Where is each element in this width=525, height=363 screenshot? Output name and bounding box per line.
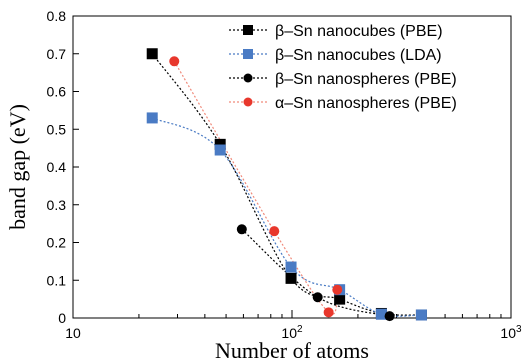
y-tick-label: 0: [58, 310, 66, 326]
x-tick-label: 103: [500, 324, 522, 341]
series-line: [151, 117, 422, 317]
data-point: [312, 292, 323, 303]
data-point: [146, 48, 158, 60]
data-point: [285, 272, 297, 284]
legend-marker: [243, 49, 253, 59]
legend-label: β–Sn nanocubes (PBE): [275, 23, 443, 40]
data-point: [375, 308, 387, 320]
x-axis-title: Number of atoms: [215, 338, 369, 363]
y-tick-label: 0.1: [47, 272, 67, 288]
y-tick-label: 0.6: [47, 84, 67, 100]
y-tick-label: 0.5: [47, 121, 67, 137]
y-axis: 0 0.1 0.2 0.3 0.4 0.5 0.6 0.7 0.8: [47, 8, 79, 326]
data-point: [214, 144, 226, 156]
data-point: [415, 309, 427, 321]
x-axis: 10 102 103: [65, 310, 522, 341]
y-tick-label: 0.4: [47, 159, 67, 175]
legend-marker: [243, 73, 253, 83]
data-point: [169, 56, 180, 67]
data-point: [146, 112, 158, 124]
x-tick-label: 102: [281, 324, 303, 341]
data-point: [384, 311, 395, 322]
y-tick-label: 0.3: [47, 197, 67, 213]
data-point: [285, 261, 297, 273]
y-tick-label: 0.2: [47, 235, 67, 251]
legend-label: β–Sn nanocubes (LDA): [275, 47, 442, 64]
data-point: [214, 138, 226, 150]
legend-label: α–Sn nanospheres (PBE): [275, 95, 457, 112]
series-markers: [146, 48, 427, 322]
legend-label: β–Sn nanospheres (PBE): [275, 71, 457, 88]
legend-marker: [243, 25, 253, 35]
series-line: [241, 228, 390, 317]
data-point: [334, 293, 346, 305]
y-tick-label: 0.8: [47, 8, 67, 24]
data-point: [323, 307, 334, 318]
y-axis-title: band gap (eV): [5, 104, 30, 230]
data-point: [236, 224, 247, 235]
legend: β–Sn nanocubes (PBE) β–Sn nanocubes (LDA)…: [229, 23, 457, 112]
legend-marker: [243, 97, 253, 107]
x-tick-label: 10: [65, 325, 81, 341]
y-tick-label: 0.7: [47, 46, 67, 62]
data-point: [332, 284, 343, 295]
data-point: [269, 226, 280, 237]
